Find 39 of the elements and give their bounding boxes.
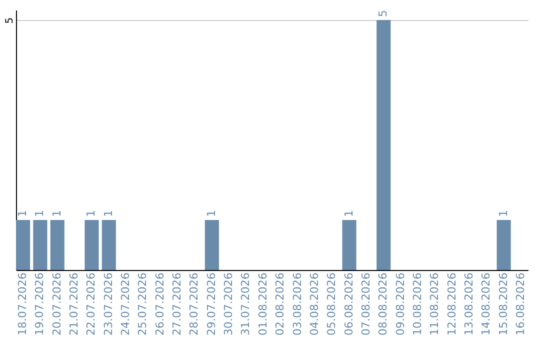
x-tick-label: 07.08.2026: [359, 272, 372, 336]
x-tick-label: 27.07.2026: [170, 272, 184, 336]
x-tick-label: 12.08.2026: [445, 272, 458, 336]
x-tick-label: 23.07.2026: [102, 272, 115, 336]
data-label: 1: [16, 210, 30, 217]
x-tick-label: 28.07.2026: [188, 272, 201, 336]
x-tick-label: 31.07.2026: [239, 272, 252, 336]
x-tick-label: 29.07.2026: [204, 272, 218, 336]
data-label: 5: [376, 10, 390, 17]
x-tick-label: 19.07.2026: [33, 272, 46, 336]
x-tick-label: 11.08.2026: [428, 272, 442, 336]
x-tick-label: 05.08.2026: [325, 272, 338, 336]
x-tick-label: 14.08.2026: [480, 272, 493, 336]
data-label: 1: [204, 210, 218, 217]
x-tick-label: 15.08.2026: [496, 272, 510, 336]
x-tick-label: 13.08.2026: [462, 272, 476, 336]
x-tick-label: 26.07.2026: [153, 272, 166, 336]
x-tick-label: 01.08.2026: [256, 272, 270, 336]
x-tick-label: 21.07.2026: [68, 272, 81, 336]
x-tick-label: 30.07.2026: [222, 272, 236, 336]
x-tick-label: 20.07.2026: [50, 272, 64, 336]
data-label: 1: [342, 210, 356, 217]
data-label: 1: [102, 210, 115, 217]
x-tick-label: 25.07.2026: [136, 272, 150, 336]
data-label: 1: [496, 210, 510, 217]
x-tick-label: 03.08.2026: [290, 272, 304, 336]
x-tick-label: 22.07.2026: [84, 272, 98, 336]
data-label: 1: [33, 210, 46, 217]
x-tick-label: 04.08.2026: [308, 272, 321, 336]
x-tick-label: 09.08.2026: [394, 272, 407, 336]
x-tick-label: 08.08.2026: [376, 272, 390, 336]
data-label: 1: [50, 210, 64, 217]
x-tick-label: 24.07.2026: [119, 272, 132, 336]
x-tick-label: 06.08.2026: [342, 272, 356, 336]
x-tick-label: 18.07.2026: [16, 272, 30, 336]
data-label: 1: [84, 210, 98, 217]
x-tick-label: 16.08.2026: [514, 272, 527, 336]
x-tick-label: 02.08.2026: [274, 272, 287, 336]
x-tick-label: 10.08.2026: [410, 272, 424, 336]
